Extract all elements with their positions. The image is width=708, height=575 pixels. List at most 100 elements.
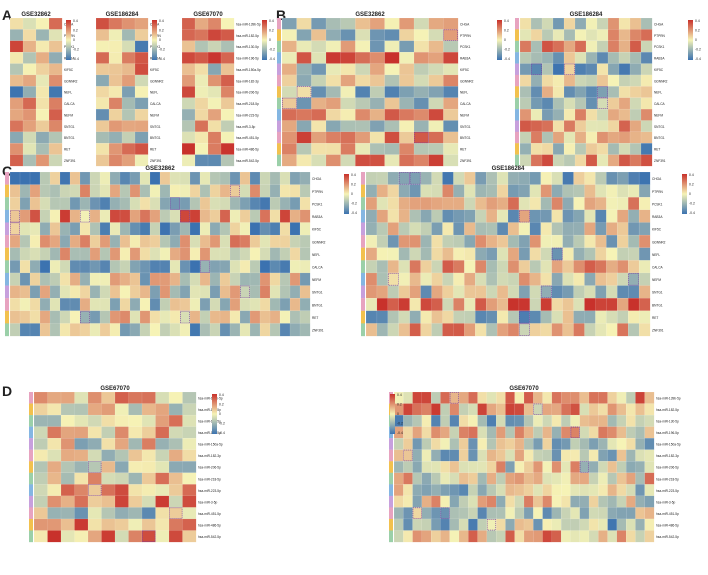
heatmap-cell <box>540 222 552 236</box>
heatmap-cell <box>199 247 211 261</box>
heatmap-cell <box>74 414 89 427</box>
group-strip-cell <box>5 184 9 198</box>
heatmap-cell <box>607 108 620 121</box>
group-strip-cell <box>515 109 519 121</box>
highlight-box <box>579 461 589 473</box>
heatmap-cell <box>296 52 312 64</box>
heatmap-cell <box>49 234 61 249</box>
heatmap-cell <box>514 391 525 404</box>
heatmap-cell <box>518 171 531 185</box>
heatmap-cell <box>49 222 61 236</box>
group-strip-cell <box>515 40 519 53</box>
heatmap-cell <box>533 530 543 543</box>
heatmap-cell <box>560 414 571 427</box>
heatmap-cell <box>39 234 51 249</box>
heatmap-cell <box>403 518 413 531</box>
highlight-box <box>170 197 180 210</box>
heatmap-cell <box>431 323 443 337</box>
heatmap-cell <box>325 86 341 98</box>
heatmap-cell <box>430 507 441 520</box>
heatmap-cell <box>584 247 596 261</box>
heatmap-cell <box>384 143 400 155</box>
heatmap-cell <box>560 449 571 462</box>
group-strip-cell <box>29 426 33 439</box>
heatmap-cell <box>607 40 620 53</box>
heatmap-cell <box>529 260 542 274</box>
heatmap-cell <box>387 234 400 249</box>
heatmap-cell <box>475 285 487 299</box>
heatmap-cell <box>560 518 571 531</box>
heatmap-cell <box>129 310 141 324</box>
heatmap-cell <box>607 437 618 450</box>
heatmap-cell <box>518 323 531 337</box>
heatmap-cell <box>99 260 111 274</box>
highlight-box <box>519 310 530 324</box>
heatmap-cell <box>239 184 251 198</box>
heatmap-cell <box>442 310 454 324</box>
heatmap-cell <box>598 484 608 497</box>
heatmap-cell <box>468 472 478 485</box>
heatmap-cell <box>617 247 629 261</box>
heatmap-cell <box>552 40 565 53</box>
heatmap-cell <box>74 449 89 462</box>
heatmap-cell <box>325 52 341 64</box>
heatmap-cell <box>530 120 543 133</box>
heatmap-cell <box>149 285 161 299</box>
heatmap-cell <box>431 297 443 312</box>
panel-d: D GSE67070hsa-miR-139b-5phsa-miR-182-5phs… <box>2 383 681 543</box>
heatmap-cell <box>485 323 498 337</box>
heatmap-cell <box>355 74 371 87</box>
heatmap-cell <box>134 40 149 53</box>
heatmap-cell <box>440 495 451 508</box>
row-label: GDNNR2 <box>652 240 666 244</box>
heatmap-cell <box>505 472 516 485</box>
heatmap-cell <box>635 391 646 404</box>
heatmap-cell <box>289 171 301 185</box>
heatmap-cell <box>35 97 50 110</box>
heatmap-cell <box>141 495 156 508</box>
heatmap-cell <box>139 222 151 236</box>
heatmap-cell <box>109 184 121 198</box>
heatmap-cell <box>442 222 454 236</box>
heatmap-cell <box>155 437 170 450</box>
heatmap-cell <box>507 184 520 198</box>
heatmap-cell <box>289 272 301 286</box>
highlight-box <box>449 392 459 404</box>
heatmap-cell <box>121 29 136 42</box>
heatmap-cell <box>485 260 498 274</box>
row-label: ZNF391 <box>150 159 162 163</box>
heatmap-cell <box>281 40 297 53</box>
heatmap-cell <box>453 222 465 236</box>
heatmap-cell <box>207 143 222 155</box>
highlight-box <box>443 29 458 41</box>
heatmap-cell <box>207 52 222 64</box>
heatmap-cell <box>409 247 421 261</box>
heatmap-cell <box>542 518 553 531</box>
heatmap-cell <box>33 449 48 462</box>
heatmap-cell <box>109 272 121 286</box>
heatmap-cell <box>495 426 506 439</box>
heatmap-cell <box>562 197 574 211</box>
heatmap-cell <box>635 449 646 462</box>
heatmap-cell <box>179 222 191 236</box>
row-label: NEFM <box>150 113 159 117</box>
heatmap-cell <box>60 414 75 427</box>
heatmap-cell <box>220 52 235 64</box>
heatmap-cell <box>574 17 587 30</box>
heatmap-cell <box>9 222 21 236</box>
heatmap-cell <box>409 184 421 198</box>
row-label: GDNNR2 <box>64 79 78 83</box>
heatmap-cell <box>259 310 271 324</box>
heatmap-cell <box>551 247 563 261</box>
heatmap-cell <box>239 197 251 211</box>
heatmap-cell <box>101 449 116 462</box>
heatmap-cell <box>114 414 129 427</box>
heatmap-cell <box>48 52 63 64</box>
heatmap-cell <box>635 414 646 427</box>
heatmap-cell <box>570 437 581 450</box>
heatmap-cell <box>219 222 231 236</box>
heatmap-cell <box>625 461 636 474</box>
heatmap-cell <box>87 530 102 543</box>
heatmap-cell <box>607 131 620 144</box>
heatmap-cell <box>121 97 136 110</box>
